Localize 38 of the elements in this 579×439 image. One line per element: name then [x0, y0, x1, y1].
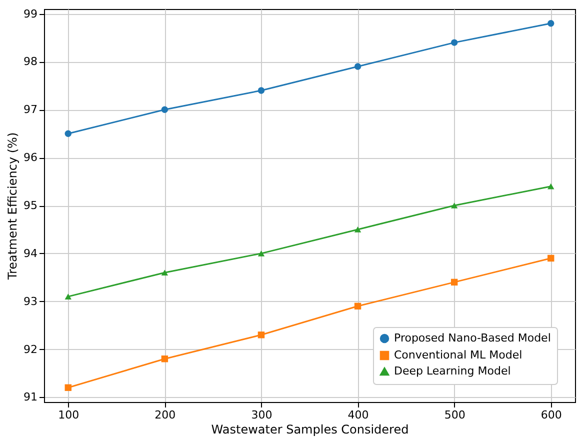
legend-label: Proposed Nano-Based Model	[394, 332, 551, 344]
point	[161, 356, 168, 362]
point	[354, 302, 362, 310]
point	[450, 39, 458, 46]
y-tick-label: 96	[24, 151, 38, 164]
x-tick-label: 100	[58, 408, 80, 422]
point	[354, 63, 362, 70]
point	[64, 130, 72, 137]
x-tick-label: 400	[348, 408, 369, 422]
y-tick-label: 97	[24, 103, 38, 116]
point	[258, 250, 265, 256]
y-tick-label: 99	[24, 7, 38, 20]
x-tick-label: 600	[540, 408, 562, 422]
point	[354, 226, 362, 232]
point	[548, 254, 554, 262]
point	[450, 278, 458, 286]
point	[161, 270, 168, 276]
point	[548, 183, 554, 190]
legend-label: Conventional ML Model	[394, 348, 522, 362]
y-tick-label: 93	[24, 294, 38, 308]
point	[548, 20, 554, 27]
x-tick-label: 300	[251, 408, 272, 422]
y-tick-label: 92	[24, 342, 38, 356]
x-tick-label: 500	[444, 408, 466, 422]
point	[64, 294, 72, 300]
point	[258, 87, 265, 94]
point	[450, 202, 458, 208]
y-tick-label: 98	[24, 55, 38, 68]
y-axis-title: Treatment Efficiency (%)	[6, 132, 20, 281]
x-axis-title: Wastewater Samples Considered	[211, 422, 409, 436]
y-tick-label: 91	[24, 390, 38, 404]
x-tick-label: 200	[154, 408, 176, 422]
point	[161, 106, 168, 113]
y-tick-label: 95	[24, 199, 38, 212]
legend-label: Deep Learning Model	[394, 364, 511, 378]
point	[64, 384, 72, 391]
y-tick-label: 94	[24, 246, 38, 260]
point	[258, 332, 265, 338]
